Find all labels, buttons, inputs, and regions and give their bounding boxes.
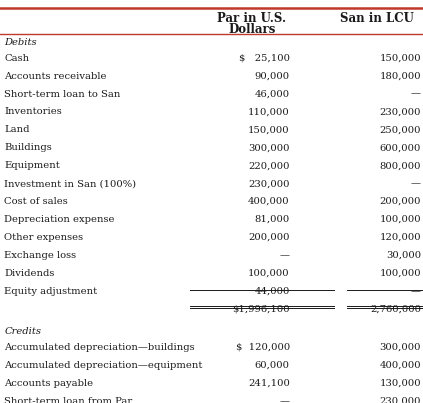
Text: 60,000: 60,000 [255, 361, 290, 370]
Text: $   25,100: $ 25,100 [239, 54, 290, 63]
Text: San in LCU: San in LCU [340, 12, 413, 25]
Text: 100,000: 100,000 [379, 215, 421, 224]
Text: Short-term loan from Par: Short-term loan from Par [4, 397, 132, 403]
Text: 46,000: 46,000 [255, 89, 290, 99]
Text: 2,760,000: 2,760,000 [370, 305, 421, 314]
Text: 220,000: 220,000 [248, 161, 290, 170]
Text: Investment in San (100%): Investment in San (100%) [4, 179, 136, 188]
Text: Credits: Credits [4, 327, 41, 336]
Text: 130,000: 130,000 [379, 379, 421, 388]
Text: Accumulated depreciation—buildings: Accumulated depreciation—buildings [4, 343, 195, 352]
Text: Cash: Cash [4, 54, 29, 63]
Text: 300,000: 300,000 [379, 343, 421, 352]
Text: Other expenses: Other expenses [4, 233, 83, 242]
Text: 230,000: 230,000 [248, 179, 290, 188]
Text: Equity adjustment: Equity adjustment [4, 287, 97, 296]
Text: 44,000: 44,000 [254, 287, 290, 296]
Text: 110,000: 110,000 [248, 108, 290, 116]
Text: 230,000: 230,000 [379, 397, 421, 403]
Text: 81,000: 81,000 [255, 215, 290, 224]
Text: 180,000: 180,000 [379, 72, 421, 81]
Text: Depreciation expense: Depreciation expense [4, 215, 115, 224]
Text: Accounts receivable: Accounts receivable [4, 72, 107, 81]
Text: Debits: Debits [4, 38, 37, 47]
Text: Equipment: Equipment [4, 161, 60, 170]
Text: Inventories: Inventories [4, 108, 62, 116]
Text: $1,996,100: $1,996,100 [232, 305, 290, 314]
Text: 230,000: 230,000 [379, 108, 421, 116]
Text: 600,000: 600,000 [379, 143, 421, 152]
Text: 250,000: 250,000 [379, 125, 421, 135]
Text: —: — [280, 251, 290, 260]
Text: Par in U.S.: Par in U.S. [217, 12, 286, 25]
Text: 100,000: 100,000 [248, 269, 290, 278]
Text: 150,000: 150,000 [248, 125, 290, 135]
Text: 120,000: 120,000 [379, 233, 421, 242]
Text: 150,000: 150,000 [379, 54, 421, 63]
Text: 30,000: 30,000 [386, 251, 421, 260]
Text: 200,000: 200,000 [379, 197, 421, 206]
Text: 90,000: 90,000 [255, 72, 290, 81]
Text: —: — [411, 287, 421, 296]
Text: Short-term loan to San: Short-term loan to San [4, 89, 121, 99]
Text: —: — [280, 397, 290, 403]
Text: 400,000: 400,000 [379, 361, 421, 370]
Text: 100,000: 100,000 [379, 269, 421, 278]
Text: 800,000: 800,000 [379, 161, 421, 170]
Text: 241,100: 241,100 [248, 379, 290, 388]
Text: Accumulated depreciation—equipment: Accumulated depreciation—equipment [4, 361, 203, 370]
Text: $  120,000: $ 120,000 [236, 343, 290, 352]
Text: Land: Land [4, 125, 30, 135]
Text: Dollars: Dollars [228, 23, 275, 36]
Text: Accounts payable: Accounts payable [4, 379, 93, 388]
Text: Buildings: Buildings [4, 143, 52, 152]
Text: 300,000: 300,000 [248, 143, 290, 152]
Text: Dividends: Dividends [4, 269, 55, 278]
Text: Cost of sales: Cost of sales [4, 197, 68, 206]
Text: 200,000: 200,000 [248, 233, 290, 242]
Text: —: — [411, 89, 421, 99]
Text: —: — [411, 179, 421, 188]
Text: 400,000: 400,000 [248, 197, 290, 206]
Text: Exchange loss: Exchange loss [4, 251, 77, 260]
